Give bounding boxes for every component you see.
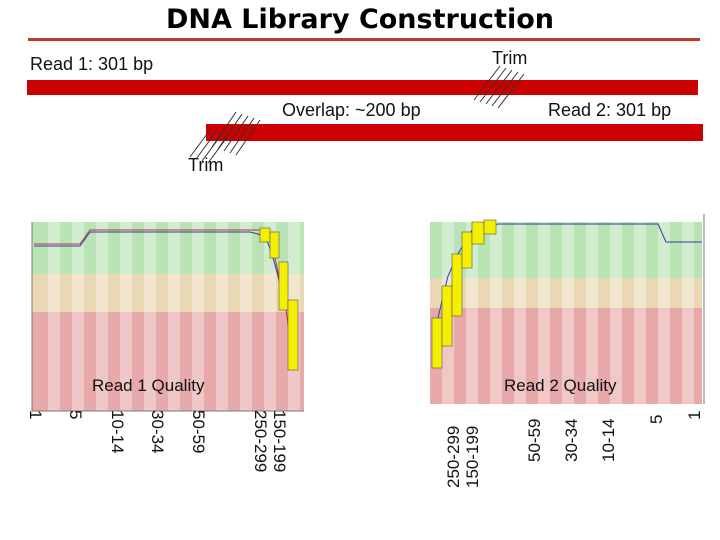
read2-tick-30-34: 30-34: [562, 419, 581, 462]
read1-tick-5: 5: [66, 410, 85, 419]
read1-tick-1: 1: [26, 410, 45, 419]
read1-bar: [27, 80, 698, 95]
read1-tick-30-34: 30-34: [148, 410, 167, 453]
read2-label: Read 2: 301 bp: [548, 100, 672, 120]
read2-tick-10-14: 10-14: [599, 419, 618, 462]
read1-tick-150-199: 150-199: [270, 410, 289, 472]
medium-zone: [430, 278, 702, 308]
read2-bar: [206, 124, 703, 141]
read2-quality-plot: Read 2 Quality: [430, 214, 705, 404]
read1-tick-10-14: 10-14: [108, 410, 127, 453]
trim-hatch-top: [473, 65, 525, 109]
read2-tick-50-59: 50-59: [525, 419, 544, 462]
poor-zone: [32, 312, 304, 411]
read1-quality-label: Read 1 Quality: [92, 376, 205, 395]
read2-tick-250-299: 250-299: [444, 426, 463, 488]
trim-label-bottom: Trim: [188, 155, 224, 175]
read2-tick-1: 1: [685, 411, 704, 420]
read2-quality-label: Read 2 Quality: [504, 376, 617, 395]
read2-tick-5: 5: [647, 415, 666, 424]
read1-tick-50-59: 50-59: [189, 410, 208, 453]
overlap-hatch: [211, 111, 261, 156]
trim-hatch-bottom: [189, 129, 229, 164]
read2-tick-150-199: 150-199: [463, 426, 482, 488]
read1-tick-250-299: 250-299: [251, 410, 270, 472]
read1-label: Read 1: 301 bp: [30, 54, 154, 74]
read1-quality-plot: Read 1 Quality: [31, 222, 304, 412]
poor-zone: [430, 308, 702, 404]
quality-tick-labels: 1 5 10-14 30-34 50-59 250-299 150-199 25…: [26, 410, 704, 488]
title-divider: [28, 38, 700, 41]
trim-label-top: Trim: [492, 48, 528, 68]
overlap-label: Overlap: ~200 bp: [282, 100, 421, 120]
page-title: DNA Library Construction: [166, 4, 554, 35]
medium-zone: [32, 274, 304, 312]
